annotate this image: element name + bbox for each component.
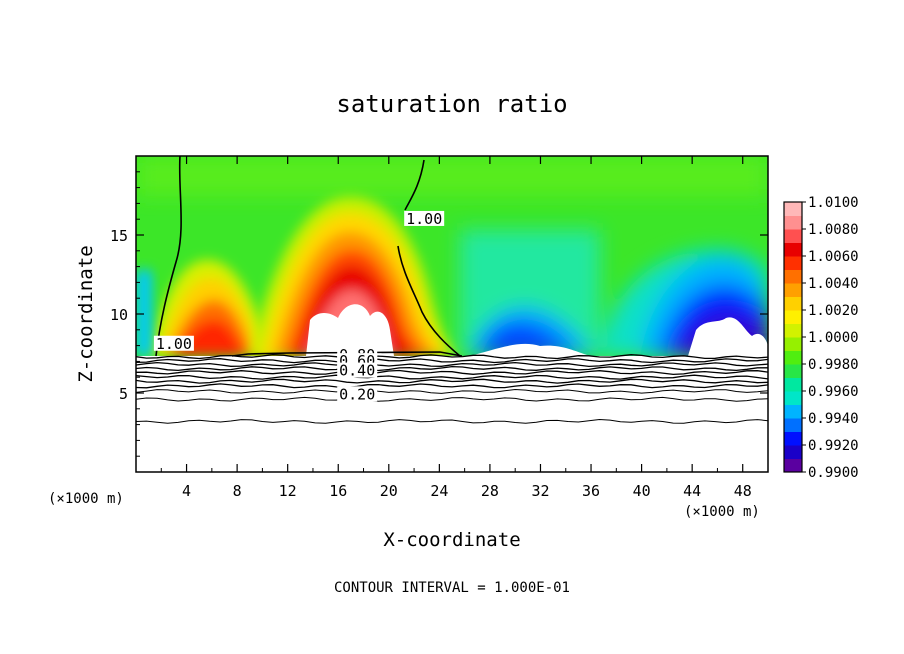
contour-label: 0.20: [339, 385, 375, 403]
colorbar-label: 1.0000: [808, 330, 859, 346]
contour-line: [136, 354, 768, 360]
colorbar-swatch: [784, 202, 802, 216]
x-axis: 4 8 12 16 20 24 28 32 36 40 44 48: [160, 156, 752, 500]
colorbar-swatch: [784, 404, 802, 419]
y-tick-label: 15: [110, 227, 128, 245]
colorbar-swatch: [784, 215, 802, 230]
colorbar-label: 0.9900: [808, 465, 859, 481]
colorbar-label: 0.9980: [808, 357, 859, 373]
colorbar-swatch: [784, 269, 802, 284]
contour-label-group: 1.001.000.800.600.400.20: [153, 210, 445, 403]
colorbar-label: 1.0080: [808, 222, 859, 238]
colorbar-swatch: [784, 350, 802, 365]
contour-label-bg: [153, 335, 194, 351]
chart-title: saturation ratio: [336, 90, 567, 118]
colorbar-swatch: [784, 337, 802, 351]
x-tick-label: 32: [531, 482, 549, 500]
colorbar-swatch: [784, 283, 802, 297]
contour-1-center: [397, 159, 461, 357]
colorbar-label: 1.0020: [808, 303, 859, 319]
contour-label-bg: [337, 386, 378, 402]
contour-label: 1.00: [156, 335, 192, 353]
colorbar-swatch: [784, 256, 802, 270]
colorbar-swatch: [784, 445, 802, 459]
x-tick-label: 8: [233, 482, 242, 500]
x-tick-label: 16: [329, 482, 347, 500]
x-tick-label: 40: [633, 482, 651, 500]
colorbar-label: 0.9920: [808, 438, 859, 454]
x-tick-label: 48: [734, 482, 752, 500]
colorbar-label: 0.9960: [808, 384, 859, 400]
colorbar-swatch: [784, 310, 802, 324]
contour-label-bg: [337, 362, 378, 378]
contour-line: [136, 365, 768, 372]
colorbar-swatch: [784, 229, 802, 243]
colorbar-swatch: [784, 242, 802, 257]
contour-line: [136, 374, 768, 380]
mask-right-2: [688, 317, 768, 356]
colorbar-swatch: [784, 323, 802, 338]
contour-label: 1.00: [406, 210, 442, 228]
colorbar-label: 1.0040: [808, 276, 859, 292]
x-tick-label: 24: [430, 482, 448, 500]
x-unit-label-left: (×1000 m): [48, 491, 124, 507]
x-axis-title: X-coordinate: [383, 529, 520, 551]
x-tick-label: 44: [683, 482, 701, 500]
y-tick-label: 5: [119, 385, 128, 403]
contour-line: [136, 388, 768, 394]
colorbar-label: 1.0060: [808, 249, 859, 265]
field-band-top: [136, 156, 768, 196]
colorbar-swatch: [784, 418, 802, 432]
contour-line: [136, 418, 768, 424]
colorbar: 1.0100 1.0080 1.0060 1.0040 1.0020 1.0000 0.99…: [783, 195, 859, 481]
x-unit-label-right: (×1000 m): [684, 504, 760, 520]
colorbar-swatch: [784, 391, 802, 405]
contour-line: [136, 358, 768, 364]
colorbar-label: 1.0100: [808, 195, 859, 211]
heatmap-field: [136, 156, 768, 472]
mask-lower: [136, 356, 768, 472]
colorbar-label: 0.9940: [808, 411, 859, 427]
contour-1-left: [155, 156, 182, 357]
x-tick-label: 12: [279, 482, 297, 500]
x-tick-label: 20: [380, 482, 398, 500]
contour-line: [136, 369, 768, 376]
contour-line: [136, 383, 768, 389]
y-axis-title: Z-coordinate: [75, 245, 97, 382]
contour-line: [136, 396, 768, 402]
y-axis: 5 10 15: [110, 171, 768, 457]
mask-center: [306, 304, 394, 356]
y-tick-label: 10: [110, 306, 128, 324]
x-tick-label: 36: [582, 482, 600, 500]
contour-interval-note: CONTOUR INTERVAL = 1.000E-01: [334, 580, 570, 596]
colorbar-swatch: [784, 377, 802, 392]
x-tick-label: 4: [182, 482, 191, 500]
contour-line: [136, 361, 768, 368]
cool-strip-left: [136, 270, 152, 356]
contour-line: [136, 378, 768, 384]
contour-label: 0.40: [339, 362, 375, 380]
contour-1-base: [231, 351, 463, 357]
contour-label-bg: [404, 210, 445, 226]
colorbar-swatch: [784, 458, 802, 473]
mask-right-1: [470, 343, 590, 356]
colorbar-swatch: [784, 364, 802, 378]
x-tick-label: 28: [481, 482, 499, 500]
colorbar-swatch: [784, 296, 802, 311]
colorbar-swatch: [784, 431, 802, 446]
contour-lines: [136, 354, 768, 424]
